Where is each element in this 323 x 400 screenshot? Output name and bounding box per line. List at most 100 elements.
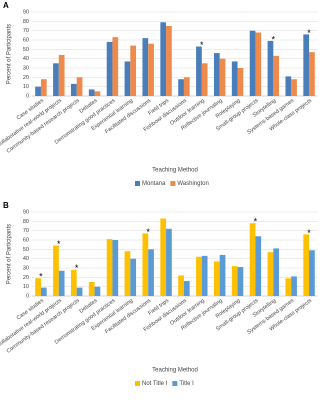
y-tick-label: 50 [23, 47, 29, 53]
bar [35, 86, 41, 96]
bar [40, 79, 47, 96]
significance-marker: * [75, 263, 79, 273]
y-tick-label: 70 [23, 228, 29, 234]
y-tick-label: 90 [23, 209, 29, 215]
legend-label: Not Title I [142, 381, 168, 387]
y-tick-label: 20 [23, 275, 29, 281]
legend-label: Title I [179, 381, 194, 387]
bar [124, 251, 131, 296]
bar [213, 53, 220, 96]
bar [237, 267, 244, 296]
legend-swatch [170, 181, 176, 186]
bar [291, 276, 297, 296]
legend-label: Montana [142, 181, 166, 187]
panel-label: B [3, 201, 9, 210]
bar [148, 249, 154, 296]
x-tick-label: Community-based research projects [6, 298, 81, 355]
bar [255, 236, 262, 296]
bar [303, 234, 310, 296]
bar [237, 68, 244, 96]
bar [166, 228, 172, 296]
y-tick-label: 30 [23, 65, 29, 71]
bar [166, 26, 172, 96]
legend-label: Washington [177, 181, 208, 187]
bar [285, 278, 292, 296]
bar [183, 281, 190, 296]
bar [53, 63, 59, 96]
y-tick-label: 80 [23, 219, 29, 225]
bar [94, 91, 101, 96]
x-axis-title: Teaching Method [152, 168, 198, 174]
significance-marker: * [146, 227, 150, 237]
bar [148, 43, 154, 96]
bar [58, 270, 65, 296]
bar [160, 22, 167, 97]
significance-marker: * [39, 272, 43, 282]
bar [76, 77, 83, 96]
bar [58, 54, 65, 96]
bar [142, 233, 149, 296]
bar [76, 287, 83, 296]
y-tick-label: 80 [23, 19, 29, 25]
y-axis-title: Percent of Participants [7, 24, 13, 84]
y-tick-label: 90 [23, 9, 29, 15]
bar [273, 248, 280, 296]
bar [112, 37, 119, 96]
bar [201, 63, 208, 96]
significance-marker: * [57, 239, 61, 249]
legend-swatch [135, 381, 140, 386]
bar [231, 61, 238, 96]
y-tick-label: 60 [23, 237, 29, 243]
bar [267, 252, 274, 296]
y-tick-label: 60 [23, 37, 29, 43]
significance-marker: * [200, 40, 204, 50]
y-tick-label: 20 [23, 75, 29, 81]
bar [160, 218, 167, 296]
bar [231, 266, 238, 296]
bar [124, 61, 131, 96]
significance-marker: * [272, 34, 276, 44]
bar [130, 45, 137, 96]
bar [219, 58, 226, 96]
bar [255, 32, 262, 96]
bar [249, 223, 256, 296]
bar [273, 55, 280, 96]
legend-swatch [135, 181, 140, 186]
bar [35, 278, 41, 296]
bar [178, 275, 184, 296]
y-tick-label: 0 [26, 293, 29, 299]
bar [106, 41, 113, 96]
bar [285, 76, 292, 96]
bar [309, 250, 315, 296]
bar [183, 77, 190, 96]
bar [70, 83, 77, 96]
y-axis-title: Percent of Participants [7, 224, 13, 284]
bar [201, 255, 208, 296]
y-tick-label: 10 [23, 84, 29, 90]
bar [213, 261, 220, 296]
x-tick-label: Community-based research projects [6, 98, 81, 155]
bar [142, 38, 149, 96]
y-tick-label: 30 [23, 265, 29, 271]
y-tick-label: 50 [23, 247, 29, 253]
bar [303, 34, 310, 96]
bar [219, 254, 226, 296]
y-tick-label: 0 [26, 93, 29, 99]
bar [94, 286, 101, 296]
bar [130, 258, 137, 296]
legend-swatch [172, 381, 178, 386]
significance-marker: * [307, 228, 311, 238]
y-tick-label: 40 [23, 256, 29, 262]
bar [112, 240, 119, 296]
bar [196, 256, 202, 296]
y-tick-label: 70 [23, 28, 29, 34]
y-tick-label: 10 [23, 284, 29, 290]
bar [88, 89, 95, 96]
panel-label: A [3, 1, 9, 10]
bar [53, 245, 59, 296]
bar [40, 287, 47, 296]
bar [178, 79, 184, 96]
significance-marker: * [307, 28, 311, 38]
y-tick-label: 40 [23, 56, 29, 62]
